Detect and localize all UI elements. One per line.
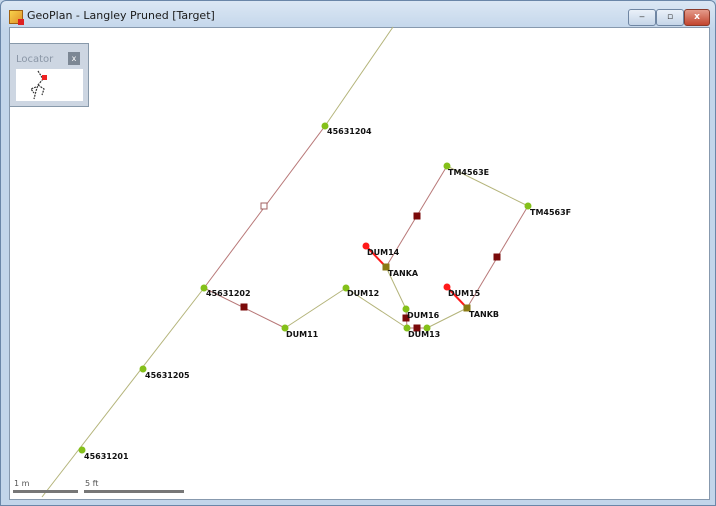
conduit-link[interactable] <box>385 266 407 310</box>
node-label: 45631204 <box>327 127 372 136</box>
pump-link-marker[interactable] <box>413 324 421 332</box>
node-tm4563f[interactable] <box>524 202 532 210</box>
pump-link-marker[interactable] <box>413 212 421 220</box>
node-45631201[interactable] <box>78 446 86 454</box>
node-45631204[interactable] <box>321 122 329 130</box>
node-label: 45631201 <box>84 452 129 461</box>
close-button[interactable]: x <box>684 9 710 26</box>
locator-network-thumbnail <box>30 70 47 100</box>
node-label: DUM11 <box>286 330 319 339</box>
conduit-link[interactable] <box>345 287 408 329</box>
scale-imperial-label: 5 ft <box>85 479 99 488</box>
node-dum14[interactable] <box>362 242 370 250</box>
node-dum15[interactable] <box>443 283 451 291</box>
window-title: GeoPlan - Langley Pruned [Target] <box>27 9 215 22</box>
node-tanka[interactable] <box>382 263 390 271</box>
node-label: DUM13 <box>408 330 440 339</box>
node-label: TM4563E <box>448 168 489 177</box>
node-dum16[interactable] <box>402 305 410 313</box>
conduit-link[interactable] <box>284 287 347 329</box>
minimize-button[interactable]: ‒ <box>628 9 656 26</box>
node-tankb[interactable] <box>463 304 471 312</box>
locator-title: Locator <box>16 54 54 65</box>
node-label: DUM12 <box>347 289 379 298</box>
node-label: 45631205 <box>145 371 190 380</box>
node-junction[interactable] <box>423 324 431 332</box>
node-tm4563e[interactable] <box>443 162 451 170</box>
node-label: 45631202 <box>206 289 251 298</box>
conduit-link[interactable] <box>324 26 394 127</box>
scale-bar-metric <box>13 490 78 493</box>
locator-close-button[interactable]: x <box>68 52 80 65</box>
node-label: TM4563F <box>530 208 571 217</box>
conduit-link[interactable] <box>41 287 205 498</box>
node-45631205[interactable] <box>139 365 147 373</box>
node-label: DUM15 <box>448 289 481 298</box>
locator-panel[interactable]: Locator x <box>9 43 89 107</box>
conduit-link[interactable] <box>446 165 529 207</box>
link-marker-open[interactable] <box>260 202 268 210</box>
map-canvas[interactable] <box>9 27 710 500</box>
scale-bar-imperial <box>84 490 184 493</box>
geoplan-app-icon <box>9 10 24 25</box>
maximize-button[interactable]: ▫ <box>656 9 684 26</box>
node-label: TANKB <box>469 310 499 319</box>
locator-viewport[interactable] <box>42 75 47 80</box>
node-label: DUM14 <box>367 248 400 257</box>
pump-link-marker[interactable] <box>493 253 501 261</box>
node-dum11[interactable] <box>281 324 289 332</box>
node-45631202[interactable] <box>200 284 208 292</box>
scale-metric-label: 1 m <box>14 479 30 488</box>
conduit-link[interactable] <box>426 307 468 329</box>
title-bar[interactable]: GeoPlan - Langley Pruned [Target] ‒ ▫ x <box>1 1 716 27</box>
node-dum13[interactable] <box>403 324 411 332</box>
pump-link-marker[interactable] <box>402 314 410 322</box>
node-label: TANKA <box>388 269 419 278</box>
node-label: DUM16 <box>407 311 440 320</box>
locator-overview[interactable] <box>16 69 83 101</box>
pump-link-marker[interactable] <box>240 303 248 311</box>
node-dum12[interactable] <box>342 284 350 292</box>
